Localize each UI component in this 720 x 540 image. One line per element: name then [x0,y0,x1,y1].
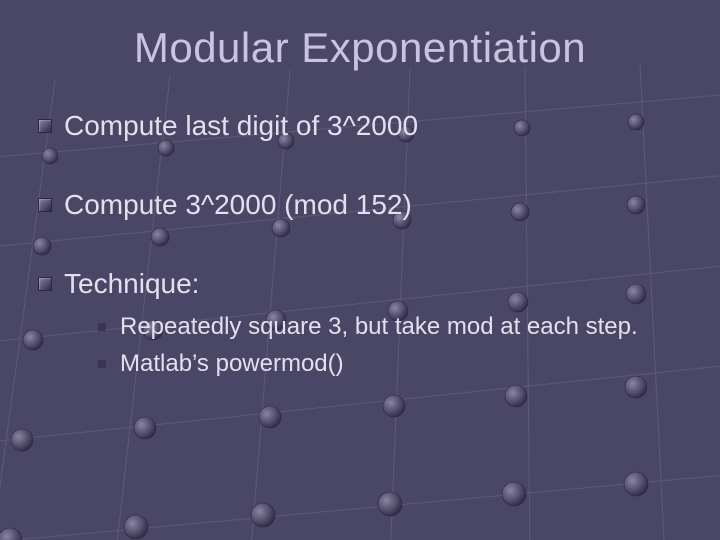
sub-bullet-text: Repeatedly square 3, but take mod at eac… [120,313,638,340]
bullet-text: Technique: [64,268,199,299]
sub-bullet-text: Matlab’s powermod() [120,350,344,377]
slide-title: Modular Exponentiation [30,24,690,72]
sub-bullet-item: Matlab’s powermod() [64,348,690,379]
bullet-item: Compute last digit of 3^2000 [30,108,690,143]
bullet-list: Compute last digit of 3^2000 Compute 3^2… [30,108,690,379]
sub-bullet-list: Repeatedly square 3, but take mod at eac… [64,311,690,379]
bullet-text: Compute last digit of 3^2000 [64,110,418,141]
slide: Modular Exponentiation Compute last digi… [0,0,720,540]
bullet-text: Compute 3^2000 (mod 152) [64,189,412,220]
bullet-item: Technique: Repeatedly square 3, but take… [30,266,690,379]
bullet-item: Compute 3^2000 (mod 152) [30,187,690,222]
sub-bullet-item: Repeatedly square 3, but take mod at eac… [64,311,690,342]
